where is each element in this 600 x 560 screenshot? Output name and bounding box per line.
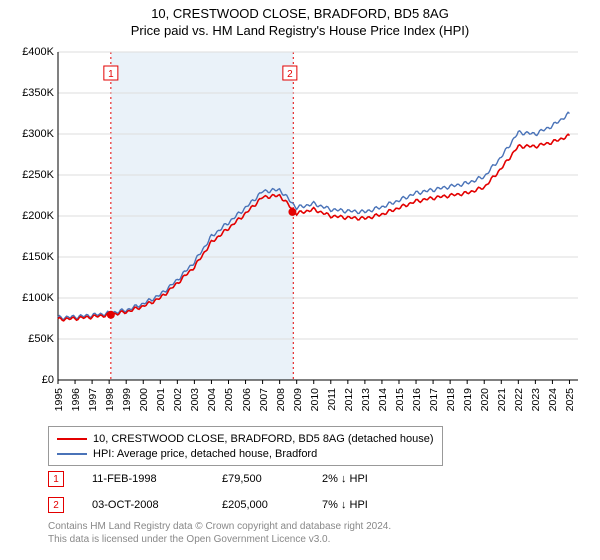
- chart-container: 10, CRESTWOOD CLOSE, BRADFORD, BD5 8AG P…: [0, 0, 600, 560]
- legend-label: 10, CRESTWOOD CLOSE, BRADFORD, BD5 8AG (…: [93, 433, 434, 445]
- x-tick-label: 2003: [189, 388, 201, 411]
- sale-hpi-delta: 7% ↓ HPI: [322, 499, 422, 511]
- x-tick-label: 2018: [445, 388, 457, 411]
- x-tick-label: 2020: [479, 388, 491, 411]
- sale-marker-icon: 2: [48, 497, 64, 513]
- x-tick-label: 2006: [241, 388, 253, 411]
- footer-line2: This data is licensed under the Open Gov…: [48, 533, 391, 546]
- footer-attribution: Contains HM Land Registry data © Crown c…: [48, 520, 391, 546]
- x-tick-label: 2023: [530, 388, 542, 411]
- svg-text:1: 1: [108, 69, 114, 80]
- chart-svg: 12: [48, 46, 588, 416]
- x-tick-label: 2017: [428, 388, 440, 411]
- x-tick-label: 2022: [513, 388, 525, 411]
- x-tick-label: 2008: [275, 388, 287, 411]
- y-tick-label: £400K: [22, 46, 54, 58]
- x-tick-label: 2000: [138, 388, 150, 411]
- y-tick-label: £100K: [22, 292, 54, 304]
- sale-price: £205,000: [222, 499, 322, 511]
- legend-item: HPI: Average price, detached house, Brad…: [57, 446, 434, 461]
- x-tick-label: 2015: [394, 388, 406, 411]
- sale-row: 1 11-FEB-1998 £79,500 2% ↓ HPI: [48, 466, 422, 492]
- x-tick-label: 2012: [343, 388, 355, 411]
- title-line2: Price paid vs. HM Land Registry's House …: [0, 23, 600, 38]
- footer-line1: Contains HM Land Registry data © Crown c…: [48, 520, 391, 533]
- x-tick-label: 2001: [155, 388, 167, 411]
- legend-item: 10, CRESTWOOD CLOSE, BRADFORD, BD5 8AG (…: [57, 431, 434, 446]
- x-tick-label: 2007: [258, 388, 270, 411]
- x-tick-label: 2019: [462, 388, 474, 411]
- x-tick-label: 2004: [206, 388, 218, 411]
- sale-hpi-delta: 2% ↓ HPI: [322, 473, 422, 485]
- y-tick-label: £0: [42, 374, 54, 386]
- sale-rows: 1 11-FEB-1998 £79,500 2% ↓ HPI 2 03-OCT-…: [48, 466, 422, 518]
- x-tick-label: 2005: [223, 388, 235, 411]
- y-tick-label: £150K: [22, 251, 54, 263]
- x-tick-label: 2010: [309, 388, 321, 411]
- x-tick-label: 2011: [326, 388, 338, 411]
- sale-price: £79,500: [222, 473, 322, 485]
- legend-box: 10, CRESTWOOD CLOSE, BRADFORD, BD5 8AG (…: [48, 426, 443, 466]
- y-tick-label: £300K: [22, 128, 54, 140]
- sale-row: 2 03-OCT-2008 £205,000 7% ↓ HPI: [48, 492, 422, 518]
- y-tick-label: £250K: [22, 169, 54, 181]
- x-tick-label: 2013: [360, 388, 372, 411]
- y-tick-label: £200K: [22, 210, 54, 222]
- legend-swatch: [57, 453, 87, 455]
- sale-marker-icon: 1: [48, 471, 64, 487]
- sale-date: 03-OCT-2008: [92, 499, 222, 511]
- y-tick-label: £350K: [22, 87, 54, 99]
- x-tick-label: 2002: [172, 388, 184, 411]
- chart-area: 12: [48, 46, 588, 416]
- x-tick-label: 2016: [411, 388, 423, 411]
- x-tick-label: 2025: [564, 388, 576, 411]
- y-tick-label: £50K: [28, 333, 54, 345]
- x-tick-label: 2021: [496, 388, 508, 411]
- title-line1: 10, CRESTWOOD CLOSE, BRADFORD, BD5 8AG: [0, 6, 600, 21]
- x-tick-label: 2024: [547, 388, 559, 411]
- svg-text:2: 2: [287, 69, 293, 80]
- x-tick-label: 1999: [121, 388, 133, 411]
- x-tick-label: 2014: [377, 388, 389, 411]
- sale-date: 11-FEB-1998: [92, 473, 222, 485]
- x-tick-label: 1995: [53, 388, 65, 411]
- legend-label: HPI: Average price, detached house, Brad…: [93, 448, 317, 460]
- x-tick-label: 2009: [292, 388, 304, 411]
- title-block: 10, CRESTWOOD CLOSE, BRADFORD, BD5 8AG P…: [0, 0, 600, 38]
- x-tick-label: 1998: [104, 388, 116, 411]
- legend-swatch: [57, 438, 87, 440]
- x-tick-label: 1996: [70, 388, 82, 411]
- x-tick-label: 1997: [87, 388, 99, 411]
